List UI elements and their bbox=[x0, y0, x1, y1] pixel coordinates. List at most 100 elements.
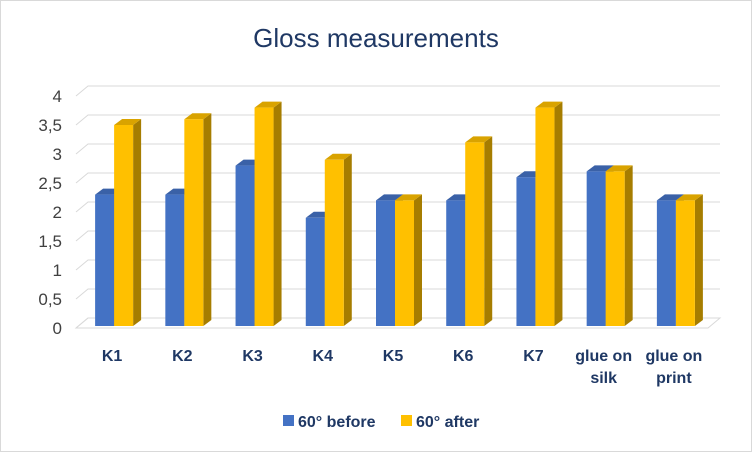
gridline bbox=[75, 230, 720, 242]
bar-side bbox=[624, 165, 633, 326]
gridline bbox=[75, 143, 720, 155]
x-tick-label-line: K6 bbox=[453, 348, 474, 365]
bar-front bbox=[184, 119, 204, 326]
bar bbox=[254, 101, 282, 326]
x-tick-label-line: K3 bbox=[242, 348, 263, 365]
bar-top bbox=[184, 113, 212, 120]
y-tick-label: 0 bbox=[53, 319, 62, 338]
gridline bbox=[75, 85, 720, 97]
bar-top bbox=[586, 165, 614, 172]
bar bbox=[675, 194, 703, 326]
x-tick-label: K2 bbox=[172, 348, 193, 365]
bar-front bbox=[305, 217, 325, 326]
x-tick-label-line: K5 bbox=[383, 348, 404, 365]
x-tick-label: glue on print bbox=[645, 348, 702, 387]
y-tick-label: 2 bbox=[53, 203, 62, 222]
bar-front bbox=[516, 177, 536, 326]
gridlines bbox=[74, 85, 722, 329]
bar bbox=[324, 153, 352, 326]
y-axis-ticks: 0 0,5 1 1,5 2 2,5 3 3,5 4 bbox=[38, 87, 62, 338]
chart-floor bbox=[74, 317, 722, 329]
x-tick-label: K6 bbox=[453, 348, 474, 365]
bar-top bbox=[324, 153, 352, 160]
bar-top bbox=[376, 194, 403, 201]
bar bbox=[114, 119, 142, 326]
bar-top bbox=[395, 194, 422, 201]
bar bbox=[465, 136, 493, 326]
y-tick-label: 3,5 bbox=[38, 116, 62, 135]
legend-label: 60° after bbox=[416, 414, 479, 431]
gridline bbox=[75, 259, 720, 271]
bar bbox=[395, 194, 422, 326]
bar-top bbox=[675, 194, 703, 201]
bar-top bbox=[465, 136, 493, 143]
bar-front bbox=[465, 142, 485, 326]
bar bbox=[605, 165, 633, 326]
bar-front bbox=[395, 200, 414, 326]
x-tick-label-line: glue on bbox=[575, 348, 632, 365]
bar-side bbox=[414, 194, 422, 326]
x-tick-label: K5 bbox=[383, 348, 404, 365]
x-tick-label-line: print bbox=[656, 370, 692, 387]
bar-top bbox=[656, 194, 684, 201]
gridline bbox=[75, 172, 720, 184]
gridline bbox=[75, 114, 720, 126]
y-tick-label: 3 bbox=[53, 145, 62, 164]
bar-front bbox=[235, 165, 255, 326]
bar bbox=[535, 101, 563, 326]
bar-front bbox=[376, 200, 395, 326]
bar-top bbox=[535, 101, 563, 108]
bar-side bbox=[554, 101, 563, 326]
bar-front bbox=[324, 159, 344, 326]
bar-front bbox=[165, 194, 185, 326]
bar-front bbox=[656, 200, 676, 326]
x-tick-label-line: K1 bbox=[102, 348, 123, 365]
legend-item: 60° before bbox=[283, 414, 376, 431]
bar-front bbox=[95, 194, 115, 326]
bar-front bbox=[586, 171, 606, 326]
bar-side bbox=[484, 136, 493, 326]
y-tick-label: 0,5 bbox=[38, 290, 62, 309]
legend-label: 60° before bbox=[298, 414, 376, 431]
y-tick-label: 2,5 bbox=[38, 174, 62, 193]
x-tick-label: glue on silk bbox=[575, 348, 632, 387]
x-tick-label-line: K4 bbox=[313, 348, 334, 365]
legend: 60° before 60° after bbox=[283, 414, 479, 431]
bar-top bbox=[605, 165, 633, 172]
bar-front bbox=[675, 200, 695, 326]
bar bbox=[184, 113, 212, 326]
y-tick-label: 4 bbox=[53, 87, 62, 106]
legend-swatch bbox=[283, 415, 294, 426]
bar-top bbox=[254, 101, 282, 108]
x-tick-label: K4 bbox=[313, 348, 334, 365]
bar-front bbox=[254, 107, 274, 326]
chart-title: Gloss measurements bbox=[253, 23, 499, 53]
bar-side bbox=[133, 119, 142, 326]
bar-side bbox=[694, 194, 703, 326]
bar-front bbox=[605, 171, 625, 326]
x-tick-label-line: K2 bbox=[172, 348, 193, 365]
bar-front bbox=[535, 107, 555, 326]
bar-front bbox=[446, 200, 466, 326]
x-axis-ticks: K1 K2 K3 K4 K5 K6 K7 glue on silk glue on print bbox=[102, 348, 702, 387]
x-tick-label-line: K7 bbox=[523, 348, 544, 365]
bar-front bbox=[114, 125, 134, 326]
bars bbox=[95, 101, 703, 326]
bar-side bbox=[203, 113, 212, 326]
x-tick-label: K1 bbox=[102, 348, 123, 365]
legend-item: 60° after bbox=[401, 414, 479, 431]
y-tick-label: 1,5 bbox=[38, 232, 62, 251]
legend-swatch bbox=[401, 415, 412, 426]
y-tick-label: 1 bbox=[53, 261, 62, 280]
x-tick-label: K7 bbox=[523, 348, 544, 365]
bar-side bbox=[273, 101, 282, 326]
x-tick-label-line: glue on bbox=[645, 348, 702, 365]
gridline bbox=[75, 288, 720, 300]
bar-side bbox=[343, 153, 352, 326]
bar-top bbox=[114, 119, 142, 125]
x-tick-label-line: silk bbox=[590, 370, 617, 387]
gridline bbox=[75, 201, 720, 213]
x-tick-label: K3 bbox=[242, 348, 263, 365]
